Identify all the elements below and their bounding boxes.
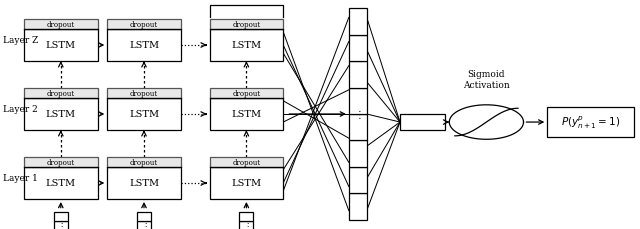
Bar xyxy=(210,98,284,131)
Text: LSTM: LSTM xyxy=(129,41,159,50)
Text: LSTM: LSTM xyxy=(129,179,159,188)
Text: Layer 2: Layer 2 xyxy=(3,105,38,114)
Bar xyxy=(349,141,367,167)
Bar xyxy=(137,212,151,221)
Text: dropout: dropout xyxy=(47,89,75,97)
Bar xyxy=(349,114,367,141)
Text: LSTM: LSTM xyxy=(45,41,76,50)
Text: $\vdots$: $\vdots$ xyxy=(243,220,250,229)
Text: dropout: dropout xyxy=(47,158,75,166)
Bar xyxy=(210,30,284,62)
Text: LSTM: LSTM xyxy=(45,110,76,119)
Bar xyxy=(349,194,367,220)
Text: LSTM: LSTM xyxy=(231,110,262,119)
Bar xyxy=(54,212,68,221)
Text: LSTM: LSTM xyxy=(231,41,262,50)
Text: dropout: dropout xyxy=(130,158,158,166)
Text: dropout: dropout xyxy=(47,21,75,29)
Bar xyxy=(349,88,367,114)
Bar xyxy=(108,30,181,62)
Bar xyxy=(24,19,97,30)
Text: LSTM: LSTM xyxy=(231,179,262,188)
Bar xyxy=(210,19,284,30)
Text: dropout: dropout xyxy=(232,89,260,97)
Bar xyxy=(108,167,181,199)
Bar xyxy=(108,157,181,167)
Text: Layer 1: Layer 1 xyxy=(3,174,38,183)
Bar xyxy=(24,88,97,98)
Text: dropout: dropout xyxy=(130,21,158,29)
Text: LSTM: LSTM xyxy=(129,110,159,119)
Bar xyxy=(108,98,181,131)
Text: dropout: dropout xyxy=(130,89,158,97)
Text: Layer Z: Layer Z xyxy=(3,36,38,45)
Bar xyxy=(24,30,97,62)
Bar xyxy=(349,9,367,35)
Bar xyxy=(210,88,284,98)
Bar xyxy=(349,35,367,62)
Text: dropout: dropout xyxy=(232,158,260,166)
Bar xyxy=(349,167,367,194)
Bar xyxy=(54,221,68,229)
Bar xyxy=(108,19,181,30)
Bar xyxy=(239,212,253,221)
Bar xyxy=(210,157,284,167)
Bar xyxy=(400,114,445,131)
Text: Sigmoid
Activation: Sigmoid Activation xyxy=(463,70,510,89)
Bar xyxy=(137,221,151,229)
Text: $\vdots$: $\vdots$ xyxy=(58,220,64,229)
Bar xyxy=(108,88,181,98)
Text: $P(y_{n+1}^p = 1)$: $P(y_{n+1}^p = 1)$ xyxy=(561,114,620,131)
Bar xyxy=(24,98,97,131)
Text: dropout: dropout xyxy=(232,21,260,29)
Text: $\vdots$: $\vdots$ xyxy=(354,108,362,121)
Bar xyxy=(24,157,97,167)
Bar xyxy=(210,167,284,199)
Bar xyxy=(24,167,97,199)
Text: $\vdots$: $\vdots$ xyxy=(141,220,147,229)
Text: $h_{n,Z}$: $h_{n,Z}$ xyxy=(236,0,257,3)
Bar xyxy=(239,221,253,229)
Bar xyxy=(349,62,367,88)
Bar xyxy=(547,108,634,137)
Text: LSTM: LSTM xyxy=(45,179,76,188)
